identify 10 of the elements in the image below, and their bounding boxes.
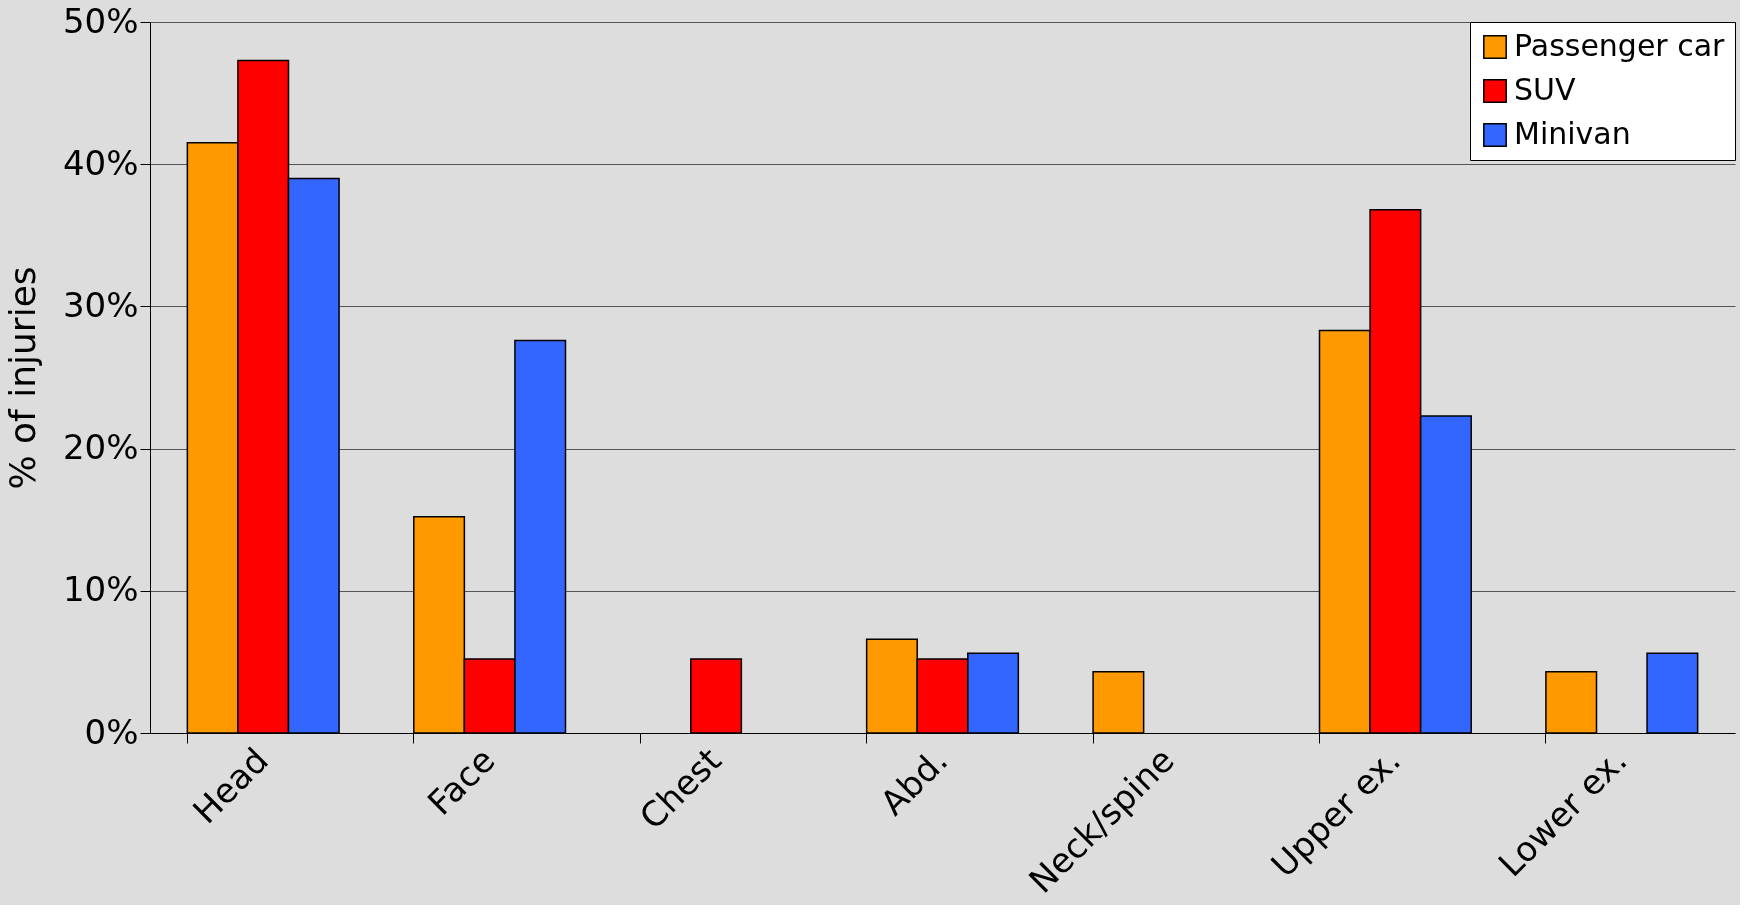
y-tick-label: 20%: [62, 427, 139, 468]
legend-label: Passenger car: [1514, 28, 1726, 63]
y-axis-title: % of injuries: [1, 266, 43, 490]
y-tick-label: 0%: [84, 711, 139, 752]
y-tick-label: 50%: [62, 0, 139, 41]
legend-label: Minivan: [1514, 116, 1631, 151]
legend-label: SUV: [1514, 72, 1576, 107]
y-tick-label: 10%: [62, 569, 139, 610]
y-tick-label: 40%: [62, 142, 139, 183]
y-tick-label: 30%: [62, 284, 139, 325]
